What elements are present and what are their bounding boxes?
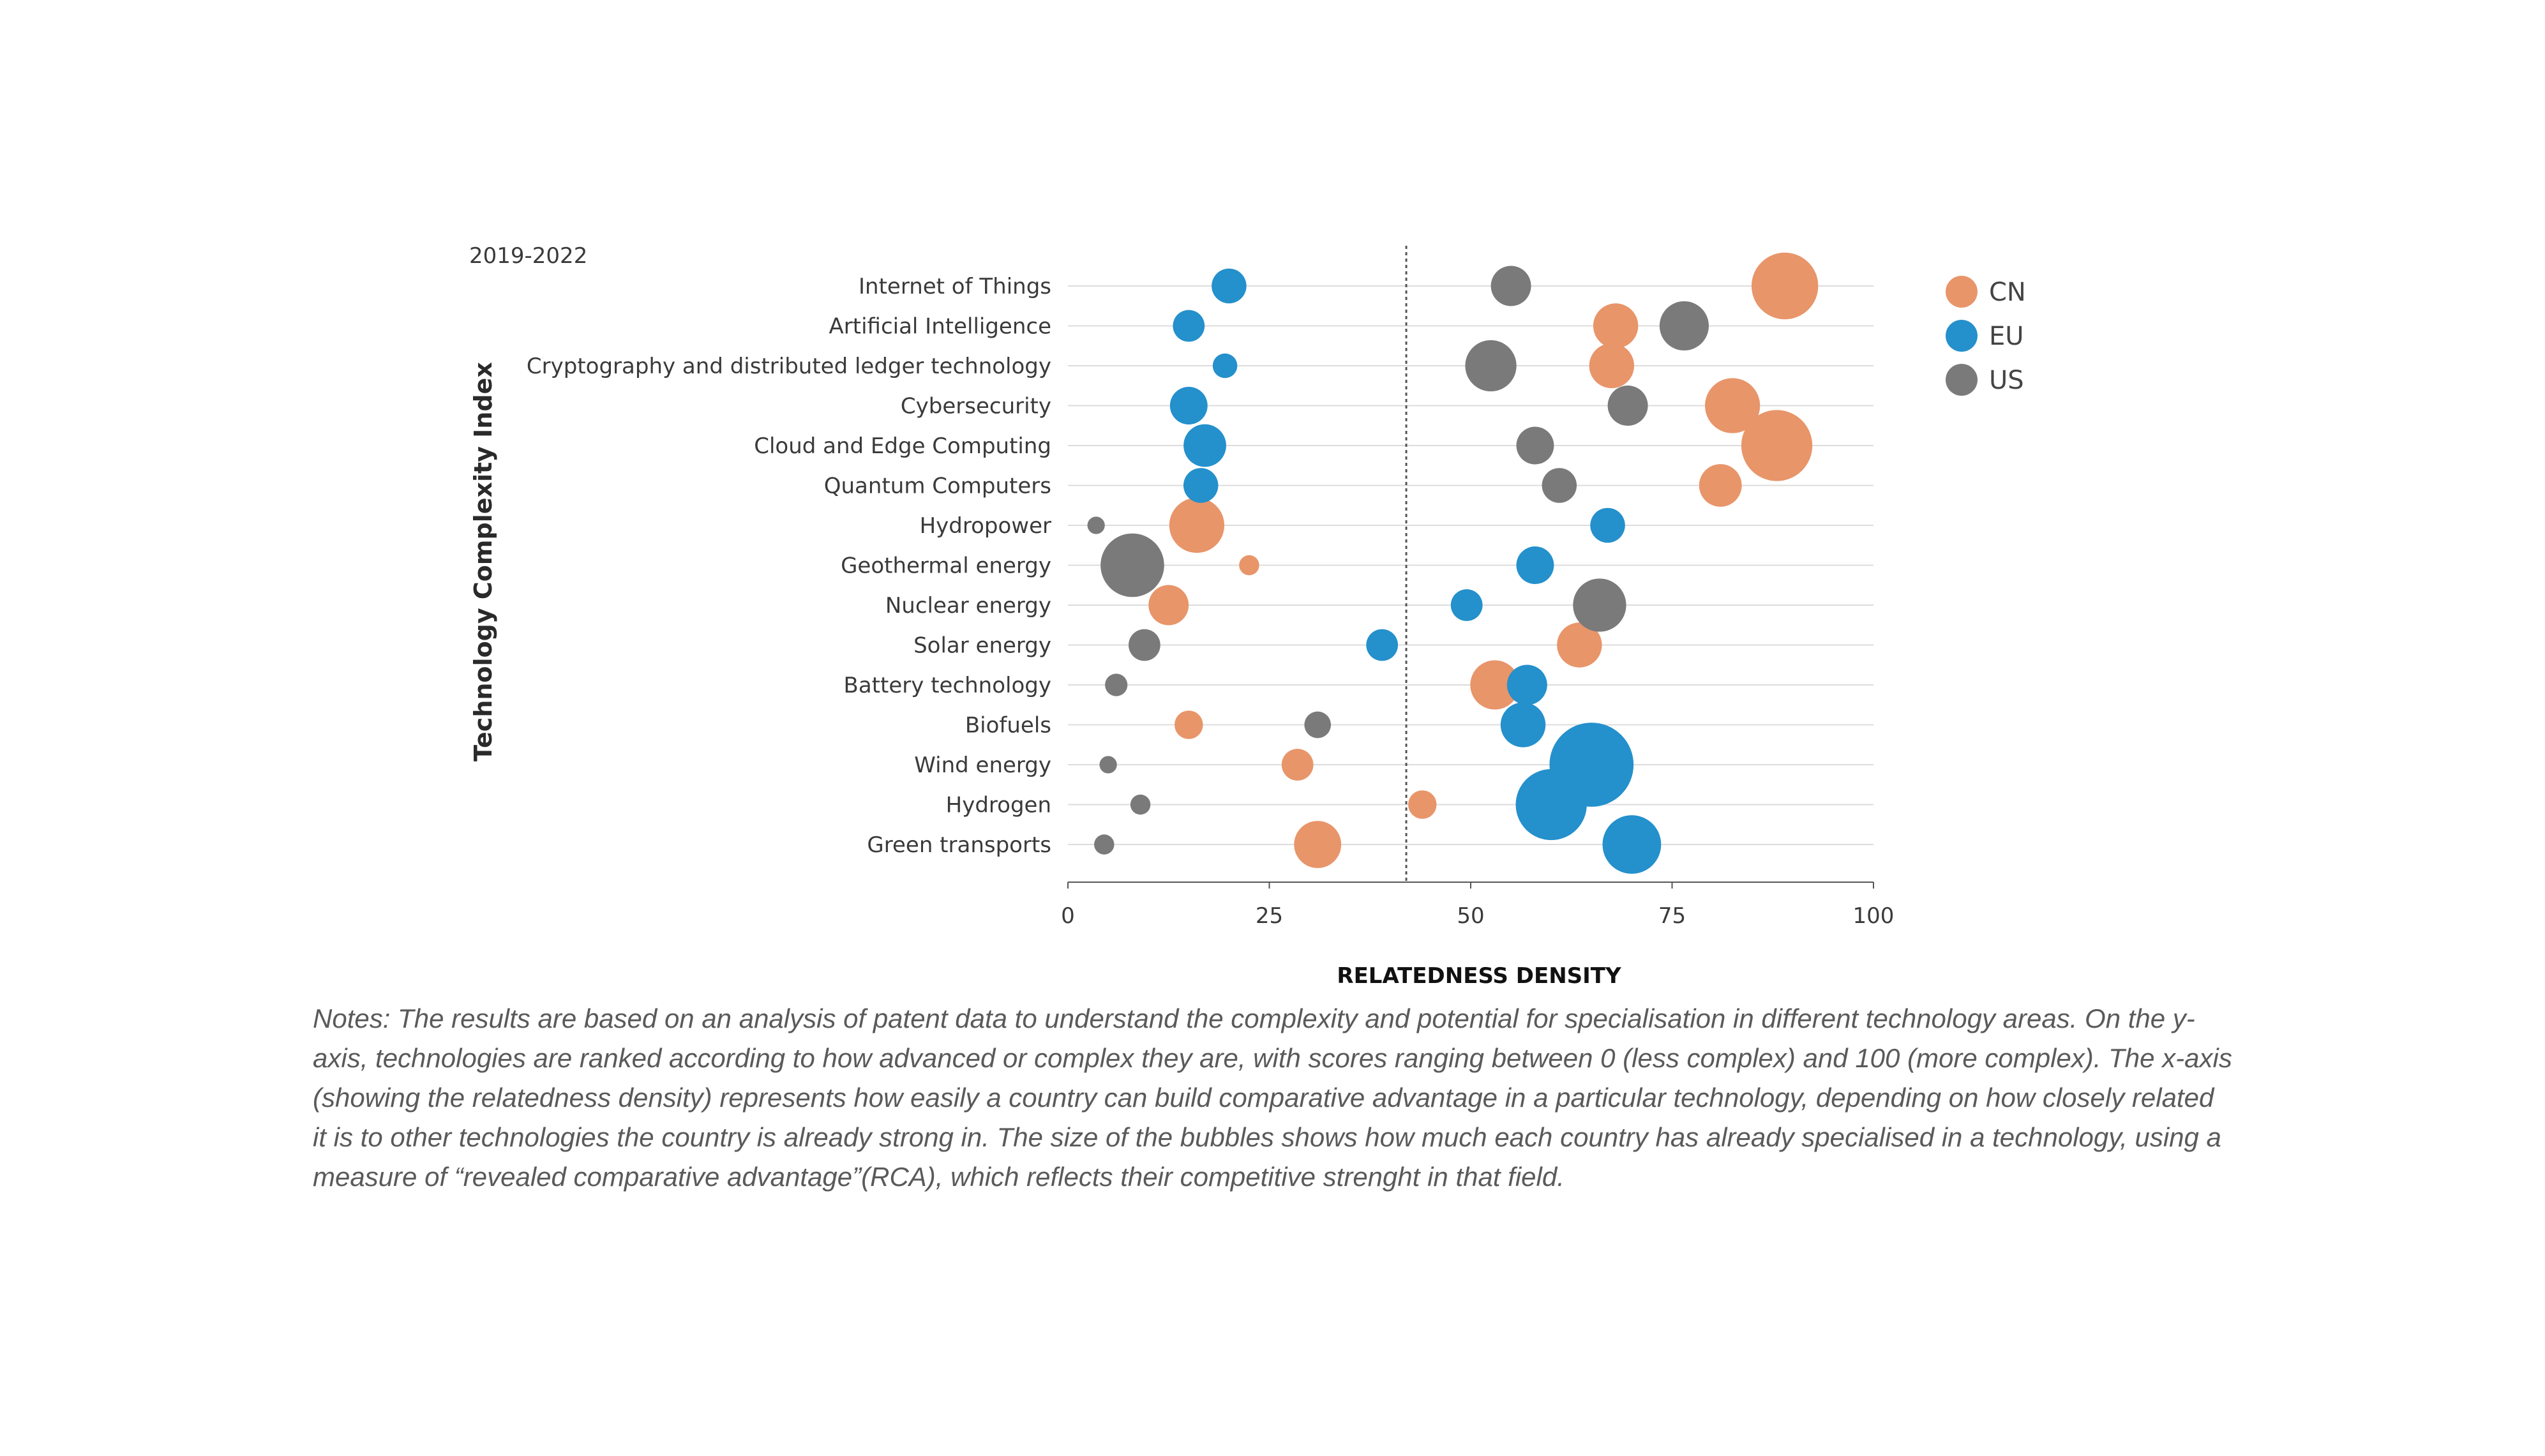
bubble-cn bbox=[1699, 464, 1742, 507]
bubble-us bbox=[1087, 516, 1105, 534]
x-tick-label: 25 bbox=[1256, 903, 1283, 929]
bubble-us bbox=[1516, 426, 1554, 465]
bubble-us bbox=[1490, 266, 1531, 306]
category-label: Hydrogen bbox=[946, 793, 1051, 818]
bubble-cn bbox=[1557, 622, 1602, 668]
bubble-eu bbox=[1500, 702, 1546, 747]
category-label: Hydropower bbox=[920, 513, 1051, 539]
x-axis-title: RELATEDNESS DENSITY bbox=[1337, 963, 1621, 989]
legend-label-eu: EU bbox=[1989, 322, 2024, 351]
x-tick-label: 50 bbox=[1457, 903, 1484, 929]
category-label: Solar energy bbox=[913, 633, 1051, 659]
bubble-us bbox=[1128, 629, 1160, 661]
bubble-eu bbox=[1602, 815, 1662, 874]
bubble-eu bbox=[1183, 468, 1219, 503]
category-labels: Internet of Things Artificial Intelligenc… bbox=[527, 274, 1051, 858]
category-label: Cryptography and distributed ledger tech… bbox=[527, 354, 1051, 379]
bubble-eu bbox=[1515, 769, 1587, 841]
bubble-cn bbox=[1408, 790, 1437, 819]
x-tick-label: 75 bbox=[1658, 903, 1686, 929]
x-tick-label: 0 bbox=[1061, 903, 1075, 929]
bubble-us bbox=[1100, 533, 1164, 597]
bubble-us bbox=[1542, 468, 1577, 503]
bubble-us bbox=[1465, 340, 1517, 392]
bubble-cn bbox=[1239, 555, 1259, 576]
bubble-us bbox=[1304, 711, 1332, 739]
y-axis-title: Technology Complexity Index bbox=[469, 362, 497, 762]
bubble-eu bbox=[1183, 424, 1226, 467]
bubble-eu bbox=[1212, 353, 1238, 379]
bubble-eu bbox=[1173, 310, 1205, 342]
bubble-us bbox=[1130, 794, 1151, 815]
period-label: 2019-2022 bbox=[469, 243, 587, 269]
bubble-eu bbox=[1516, 546, 1554, 584]
bubble-eu bbox=[1590, 507, 1625, 543]
legend-marker-cn bbox=[1946, 276, 1978, 308]
bubble-eu bbox=[1169, 387, 1208, 424]
bubble-cn bbox=[1169, 497, 1225, 553]
x-tick-label: 100 bbox=[1853, 903, 1895, 929]
bubble-cn bbox=[1751, 252, 1819, 320]
bubble-us bbox=[1094, 834, 1115, 855]
bubble-cn bbox=[1741, 410, 1813, 481]
bubble-cn bbox=[1705, 378, 1760, 433]
category-label: Internet of Things bbox=[859, 274, 1051, 299]
category-label: Cloud and Edge Computing bbox=[754, 433, 1051, 459]
bubble-eu bbox=[1212, 268, 1247, 304]
bubbles bbox=[1087, 252, 1819, 874]
legend-marker-eu bbox=[1946, 320, 1978, 352]
category-label: Battery technology bbox=[844, 673, 1051, 698]
bubble-us bbox=[1099, 756, 1117, 774]
bubble-cn bbox=[1593, 303, 1639, 349]
category-label: Cybersecurity bbox=[901, 394, 1051, 419]
category-label: Wind energy bbox=[914, 753, 1051, 778]
legend: CN EU US bbox=[1946, 276, 2026, 396]
bubble-cn bbox=[1148, 585, 1189, 626]
category-label: Geothermal energy bbox=[841, 553, 1051, 579]
bubble-cn bbox=[1281, 749, 1314, 781]
bubble-cn bbox=[1470, 660, 1520, 710]
category-label: Nuclear energy bbox=[885, 593, 1051, 619]
category-label: Green transports bbox=[867, 832, 1051, 858]
bubble-us bbox=[1607, 386, 1648, 426]
bubble-us bbox=[1659, 301, 1709, 351]
bubble-eu bbox=[1450, 589, 1483, 621]
chart-notes: Notes: The results are based on an analy… bbox=[313, 1003, 2232, 1192]
legend-label-cn: CN bbox=[1989, 278, 2026, 307]
bubble-cn bbox=[1589, 343, 1635, 389]
legend-marker-us bbox=[1946, 364, 1978, 396]
legend-label-us: US bbox=[1989, 366, 2024, 395]
bubble-cn bbox=[1294, 821, 1342, 868]
bubble-us bbox=[1573, 578, 1626, 632]
category-label: Biofuels bbox=[965, 713, 1051, 739]
bubble-eu bbox=[1366, 629, 1399, 661]
bubble-us bbox=[1105, 673, 1128, 696]
bubble-cn bbox=[1175, 710, 1203, 739]
category-label: Artificial Intelligence bbox=[829, 314, 1051, 340]
x-axis: 0 25 50 75 100 bbox=[1061, 882, 1894, 929]
bubble-eu bbox=[1506, 664, 1547, 705]
category-label: Quantum Computers bbox=[824, 474, 1051, 499]
